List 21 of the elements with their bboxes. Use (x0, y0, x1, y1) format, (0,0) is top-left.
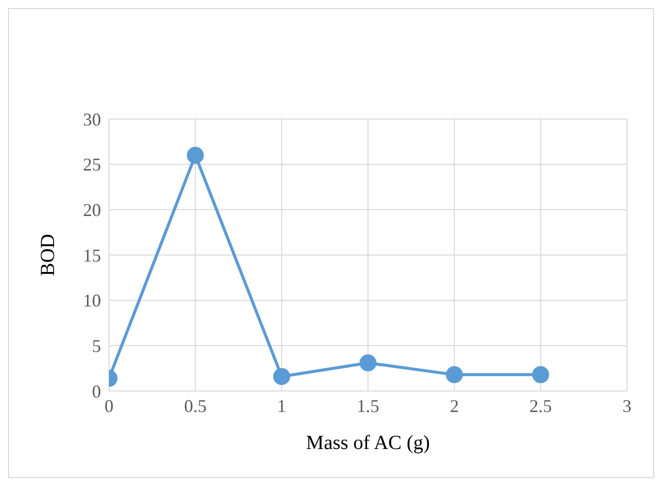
x-tick-label: 3 (622, 396, 632, 416)
x-tick-label: 0.5 (184, 396, 207, 416)
point (273, 368, 290, 385)
y-tick-label: 15 (83, 245, 101, 266)
x-tick-label: 1.5 (356, 396, 380, 416)
y-tick-label: 10 (83, 290, 101, 311)
y-tick-label: 20 (83, 200, 101, 220)
y-tick-label: 5 (92, 336, 101, 356)
x-tick-label: 2 (450, 396, 459, 416)
point (186, 146, 204, 164)
x-tick-label: 0 (104, 396, 114, 416)
y-axis-title: BOD (37, 234, 60, 276)
y-tick-label: 30 (83, 109, 101, 130)
point (532, 366, 550, 384)
y-tick-label: 25 (83, 154, 101, 175)
x-tick-label: 2.5 (529, 396, 552, 416)
x-tick-label: 1 (277, 396, 286, 416)
y-tick-label: 0 (92, 381, 101, 402)
x-axis-title: Mass of AC (g) (306, 432, 430, 454)
point (446, 366, 463, 384)
point (360, 354, 376, 372)
